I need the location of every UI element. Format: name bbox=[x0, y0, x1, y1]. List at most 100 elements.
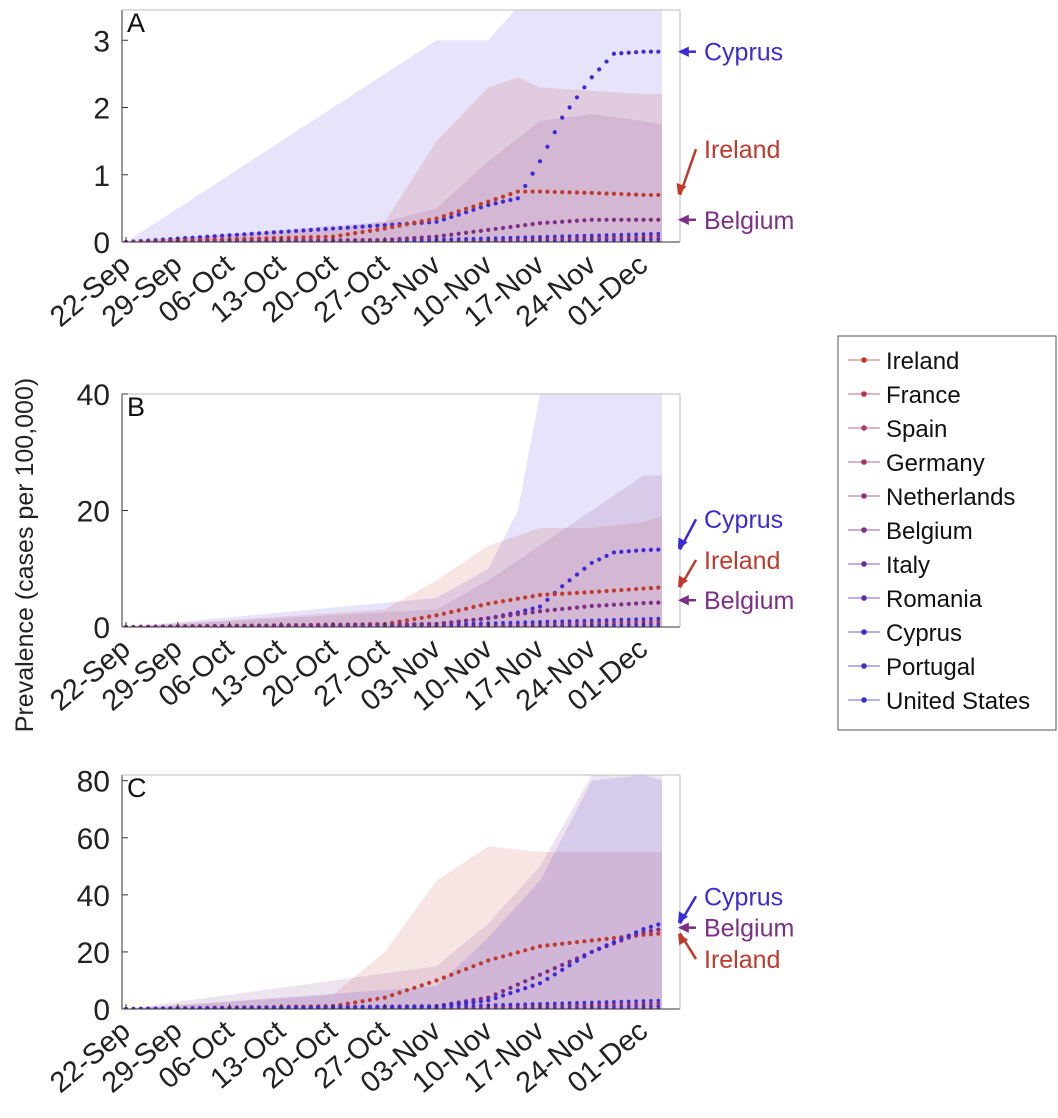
series-point bbox=[626, 217, 631, 222]
baseline-point bbox=[464, 622, 468, 626]
series-point bbox=[301, 235, 306, 240]
series-point bbox=[537, 221, 543, 226]
series-point bbox=[419, 622, 424, 627]
series-point bbox=[523, 183, 528, 189]
series-point bbox=[256, 231, 262, 236]
series-point bbox=[412, 1004, 417, 1009]
series-point bbox=[404, 236, 410, 241]
band-belgium bbox=[126, 475, 662, 627]
series-point bbox=[190, 624, 195, 627]
legend-marker bbox=[861, 697, 867, 703]
series-point bbox=[574, 572, 580, 577]
series-point bbox=[375, 237, 380, 242]
series-point bbox=[345, 232, 350, 237]
series-point bbox=[552, 966, 557, 971]
series-point bbox=[316, 623, 321, 627]
series-point bbox=[500, 599, 506, 604]
series-point bbox=[205, 1006, 210, 1009]
series-point bbox=[419, 615, 424, 620]
series-point bbox=[390, 237, 395, 242]
series-point bbox=[212, 234, 217, 239]
legend-marker bbox=[861, 629, 867, 635]
series-point bbox=[523, 222, 528, 228]
series-point bbox=[515, 982, 520, 987]
series-point bbox=[456, 619, 461, 624]
series-point bbox=[301, 623, 306, 627]
series-point bbox=[611, 940, 617, 945]
series-point bbox=[567, 940, 572, 946]
series-point bbox=[146, 239, 151, 242]
series-point bbox=[227, 233, 232, 238]
series-point bbox=[360, 229, 365, 235]
series-point bbox=[597, 191, 602, 196]
series-point bbox=[567, 606, 572, 611]
series-point bbox=[641, 192, 646, 198]
series-point bbox=[508, 597, 513, 603]
series-point bbox=[493, 995, 498, 1001]
baseline-point bbox=[545, 234, 550, 239]
series-point bbox=[530, 606, 535, 611]
series-point bbox=[220, 1006, 225, 1009]
series-point bbox=[205, 624, 210, 627]
series-point bbox=[146, 624, 151, 627]
annotation-belgium: Belgium bbox=[678, 587, 794, 615]
series-point bbox=[286, 229, 291, 234]
series-point bbox=[619, 191, 624, 197]
series-point bbox=[648, 932, 654, 937]
y-tick-label: 40 bbox=[77, 379, 110, 412]
series-point bbox=[560, 591, 565, 596]
y-tick-label: 80 bbox=[77, 766, 110, 799]
legend-label: Germany bbox=[886, 450, 985, 477]
series-point bbox=[249, 231, 254, 236]
series-point bbox=[611, 935, 617, 941]
series-point bbox=[508, 613, 513, 618]
baseline-point bbox=[626, 237, 631, 242]
series-point bbox=[523, 948, 528, 953]
y-tick-label: 0 bbox=[93, 994, 110, 1027]
series-point bbox=[582, 190, 587, 195]
series-point bbox=[619, 51, 624, 56]
baseline-point bbox=[649, 237, 653, 242]
baseline-point bbox=[641, 1001, 646, 1006]
annotation-label: Belgium bbox=[704, 587, 794, 615]
series-point bbox=[441, 217, 447, 222]
series-point bbox=[545, 943, 550, 948]
series-point bbox=[441, 975, 447, 980]
band-cyprus bbox=[126, 10, 662, 242]
series-point bbox=[338, 238, 343, 242]
series-point bbox=[478, 616, 483, 622]
baseline-point bbox=[449, 237, 454, 242]
series-point bbox=[316, 227, 321, 232]
baseline-point bbox=[575, 619, 579, 623]
series-point bbox=[611, 217, 617, 222]
plot-content bbox=[123, 775, 662, 1009]
series-point bbox=[634, 586, 639, 592]
band-ireland bbox=[126, 846, 662, 1009]
series-point bbox=[530, 610, 535, 615]
series-point bbox=[131, 624, 136, 627]
series-point bbox=[367, 228, 373, 233]
series-point bbox=[308, 1005, 313, 1009]
series-point bbox=[597, 217, 602, 222]
series-point bbox=[560, 967, 565, 972]
series-point bbox=[626, 50, 631, 55]
series-point bbox=[360, 1005, 365, 1009]
series-point bbox=[471, 604, 476, 610]
series-point bbox=[530, 222, 535, 227]
series-point bbox=[523, 595, 528, 600]
annotation-label: Ireland bbox=[704, 547, 780, 575]
series-point bbox=[597, 937, 602, 942]
series-point bbox=[567, 591, 572, 596]
series-point bbox=[597, 946, 602, 951]
series-point bbox=[656, 49, 661, 54]
series-point bbox=[205, 239, 210, 242]
series-point bbox=[353, 1000, 358, 1005]
baseline-point bbox=[545, 1001, 550, 1006]
legend-item: Portugal bbox=[848, 654, 975, 681]
annotation-cyprus: Cyprus bbox=[678, 39, 783, 67]
series-point bbox=[197, 235, 203, 240]
series-point bbox=[537, 604, 543, 609]
series-point bbox=[323, 1005, 328, 1009]
legend-marker bbox=[861, 527, 867, 533]
